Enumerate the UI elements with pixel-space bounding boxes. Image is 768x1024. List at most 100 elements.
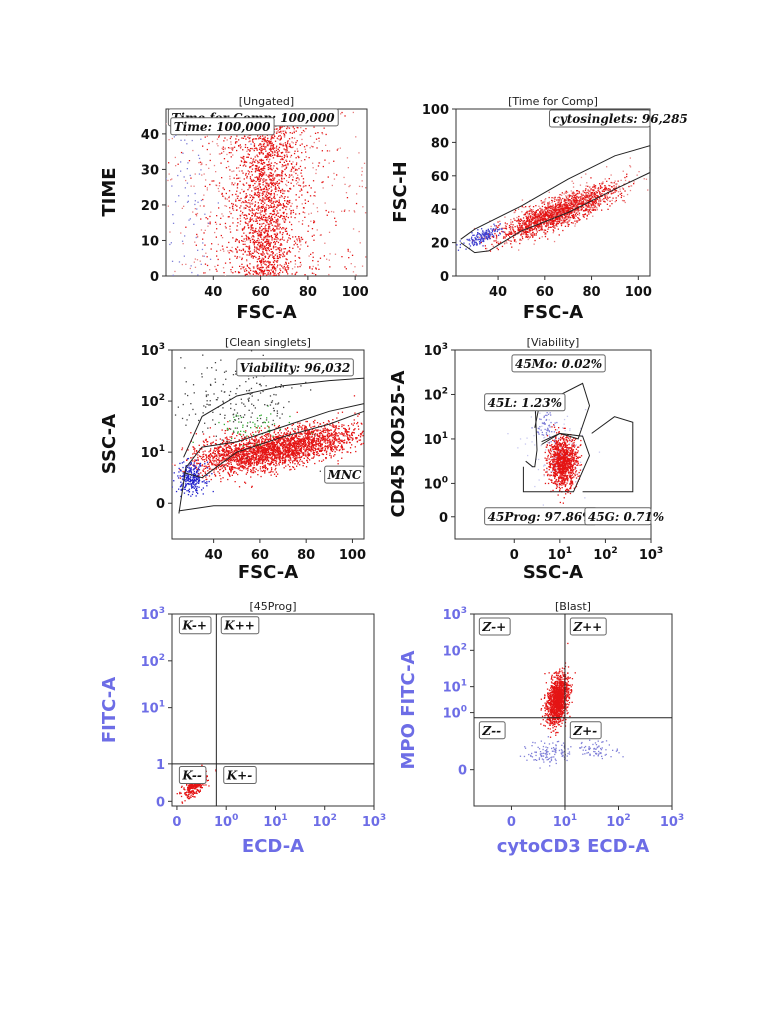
data-point: [262, 181, 264, 184]
data-point: [253, 239, 256, 241]
data-point: [548, 212, 550, 214]
gate-label: cytosinglets: 96,285: [552, 112, 687, 126]
data-point: [572, 182, 575, 184]
data-point: [263, 246, 265, 248]
data-point: [295, 168, 297, 170]
data-point: [579, 184, 582, 186]
data-point: [246, 239, 248, 241]
data-point: [216, 228, 218, 230]
data-point: [209, 258, 212, 260]
data-point: [266, 241, 268, 243]
data-point: [538, 225, 540, 228]
data-point: [163, 214, 164, 215]
data-point: [222, 267, 225, 269]
data-point: [229, 262, 231, 264]
data-point: [258, 249, 260, 251]
data-point: [535, 229, 538, 231]
data-point: [296, 207, 298, 209]
data-point: [259, 274, 261, 276]
data-point: [177, 174, 179, 177]
data-point: [529, 236, 531, 238]
data-point: [557, 199, 559, 201]
data-point: [142, 264, 143, 265]
x-tick-label: 40: [204, 285, 222, 300]
data-point: [571, 206, 573, 208]
data-point: [623, 200, 625, 202]
data-point: [250, 143, 252, 145]
data-point: [301, 194, 303, 196]
data-point: [268, 161, 270, 163]
data-point: [533, 228, 536, 230]
data-point: [587, 189, 589, 191]
data-point: [492, 228, 494, 230]
data-point: [271, 237, 273, 239]
data-point: [283, 136, 286, 138]
data-point: [164, 208, 165, 209]
data-point: [582, 215, 584, 217]
data-point: [254, 212, 257, 215]
data-point: [569, 203, 571, 206]
data-point: [567, 201, 569, 203]
data-point: [260, 168, 263, 170]
data-point: [284, 230, 287, 232]
data-point: [232, 222, 234, 224]
data-point: [274, 235, 277, 237]
data-point: [289, 221, 291, 223]
data-point: [551, 199, 553, 202]
data-point: [229, 258, 231, 260]
data-point: [538, 229, 541, 232]
data-point: [257, 168, 259, 170]
data-point: [551, 221, 553, 223]
data-point: [254, 440, 257, 442]
data-point: [288, 208, 291, 210]
data-point: [244, 200, 247, 202]
data-point: [266, 266, 268, 268]
data-point: [313, 126, 315, 128]
data-point: [267, 247, 269, 249]
data-point: [248, 254, 250, 256]
data-point: [273, 263, 276, 266]
data-point: [534, 212, 537, 214]
data-point: [283, 263, 286, 266]
data-point: [286, 160, 288, 162]
data-point: [261, 197, 264, 199]
data-point: [250, 202, 253, 205]
data-point: [516, 216, 518, 219]
data-point: [567, 223, 569, 226]
data-point: [262, 200, 264, 202]
data-point: [253, 143, 256, 145]
data-point: [551, 200, 554, 202]
data-point: [577, 203, 579, 205]
data-point: [526, 217, 528, 219]
data-point: [566, 216, 568, 218]
data-point: [501, 245, 504, 248]
data-point: [483, 233, 485, 235]
data-point: [510, 230, 512, 232]
data-point: [258, 252, 260, 255]
data-point: [521, 225, 523, 227]
data-point: [562, 197, 564, 200]
data-point: [298, 256, 300, 259]
data-point: [492, 236, 495, 238]
data-point: [256, 188, 258, 190]
data-point: [587, 206, 589, 208]
data-point: [271, 251, 274, 253]
data-point: [167, 179, 169, 182]
data-point: [518, 219, 520, 221]
data-point: [593, 185, 595, 187]
data-point: [303, 146, 306, 148]
data-point: [487, 234, 489, 236]
data-point: [184, 187, 186, 189]
data-point: [231, 149, 234, 151]
data-point: [622, 188, 625, 190]
data-point: [585, 202, 587, 204]
data-point: [315, 138, 318, 140]
data-point: [321, 132, 323, 134]
data-point: [256, 185, 259, 187]
data-point: [573, 205, 575, 208]
data-point: [465, 248, 467, 250]
data-point: [310, 212, 312, 214]
data-point: [209, 223, 211, 225]
data-point: [582, 197, 585, 199]
data-point: [279, 247, 281, 249]
